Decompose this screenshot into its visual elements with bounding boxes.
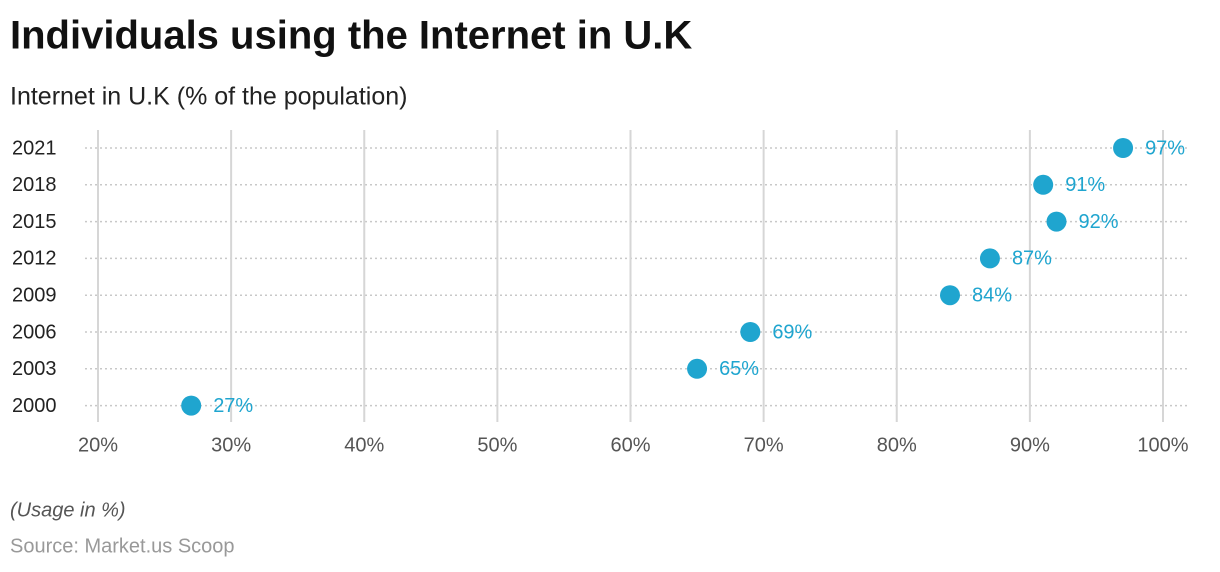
y-tick-label: 2006 [12, 321, 57, 343]
x-tick-label: 30% [211, 434, 251, 456]
dot [1046, 211, 1067, 232]
dot [687, 358, 708, 379]
value-label: 69% [772, 321, 812, 343]
y-tick-label: 2018 [12, 174, 57, 196]
value-label: 91% [1065, 174, 1105, 196]
x-tick-label: 90% [1010, 434, 1050, 456]
value-label: 84% [972, 284, 1012, 306]
dot [1113, 138, 1134, 158]
value-label: 65% [719, 358, 759, 380]
y-tick-label: 2000 [12, 395, 57, 417]
dot [940, 285, 960, 306]
y-tick-label: 2021 [12, 137, 57, 159]
chart-subtitle: Internet in U.K (% of the population) [10, 83, 407, 111]
x-tick-label: 70% [744, 434, 784, 456]
value-label: 87% [1012, 248, 1052, 270]
dot [740, 322, 761, 342]
x-tick-label: 20% [78, 434, 118, 456]
dot [181, 395, 202, 416]
x-tick-label: 100% [1137, 434, 1188, 456]
x-tick-label: 60% [610, 434, 650, 456]
value-label: 27% [213, 395, 253, 417]
x-tick-label: 80% [877, 434, 917, 456]
y-tick-label: 2003 [12, 358, 57, 380]
x-tick-label: 40% [344, 434, 384, 456]
source: Source: Market.us Scoop [10, 535, 235, 557]
y-tick-label: 2009 [12, 284, 57, 306]
value-label: 92% [1079, 211, 1119, 233]
value-label: 97% [1145, 137, 1185, 159]
x-tick-label: 50% [477, 434, 517, 456]
note: (Usage in %) [10, 499, 126, 521]
y-tick-label: 2012 [12, 248, 57, 270]
dot [979, 248, 1000, 269]
dot [1033, 174, 1054, 195]
y-tick-label: 2015 [12, 211, 57, 233]
chart-title: Individuals using the Internet in U.K [10, 14, 692, 58]
